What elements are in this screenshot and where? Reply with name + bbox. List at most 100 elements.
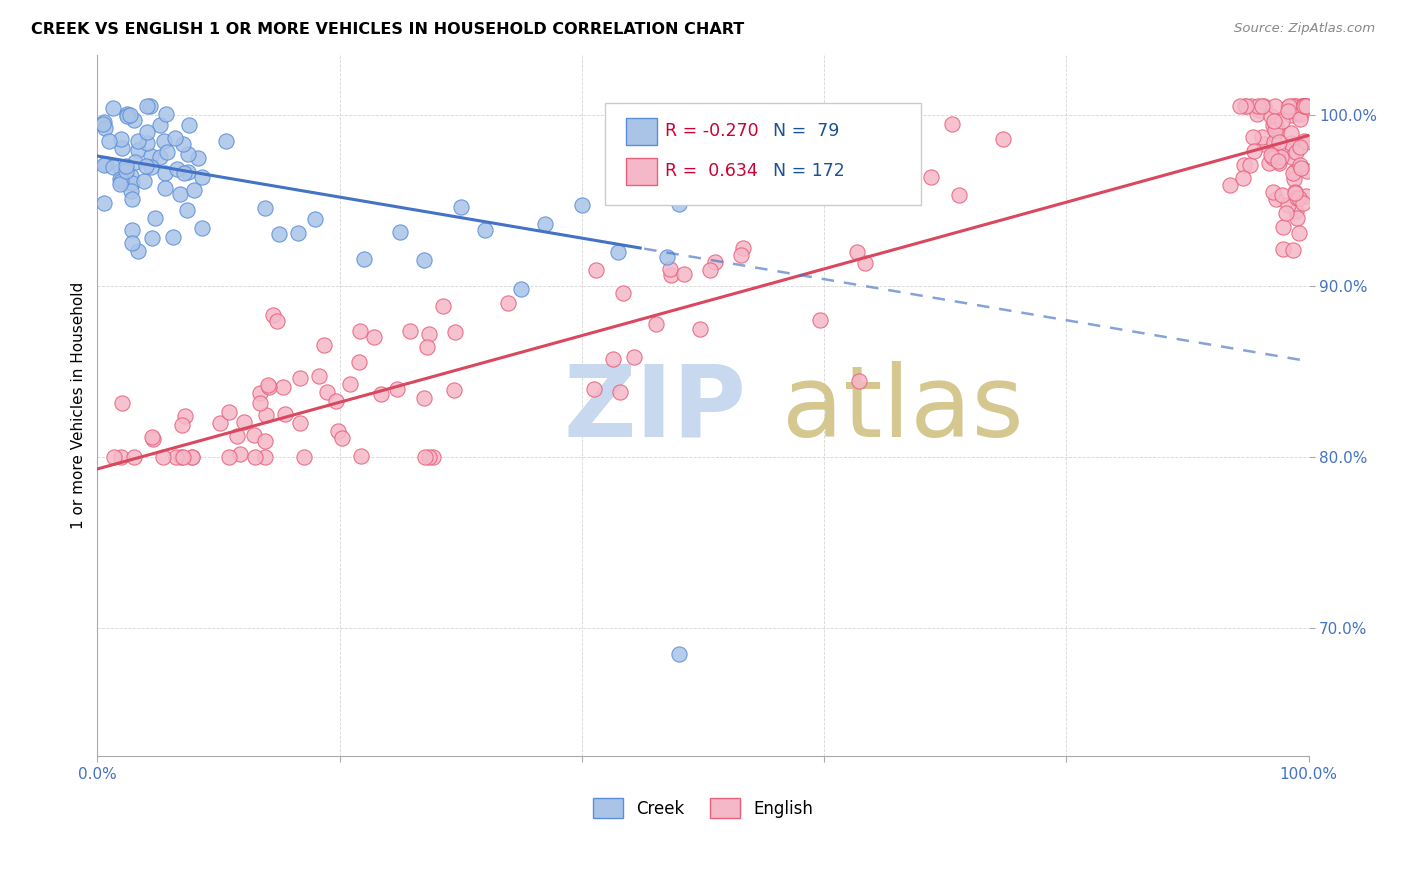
Point (1253, 137, 1275, 152)
Point (496, 295, 519, 310)
Point (110, 174, 132, 188)
Point (257, 380, 280, 394)
Point (416, 341, 439, 355)
Point (1257, 156, 1279, 170)
Point (1271, 242, 1294, 256)
Point (172, 136, 194, 151)
Point (288, 416, 311, 430)
Point (1285, 203, 1308, 218)
Point (1247, 103, 1270, 117)
Point (326, 424, 349, 438)
Point (111, 141, 134, 155)
Point (1261, 185, 1284, 199)
Point (1295, 99, 1317, 113)
Point (1267, 136, 1289, 150)
Point (1260, 109, 1282, 123)
Point (534, 217, 557, 231)
Point (1288, 107, 1310, 121)
Point (141, 430, 163, 444)
Point (121, 193, 143, 207)
Point (153, 166, 176, 180)
Point (273, 380, 295, 394)
Point (1288, 191, 1310, 205)
Point (612, 286, 634, 301)
Point (1279, 126, 1302, 140)
Text: CREEK VS ENGLISH 1 OR MORE VEHICLES IN HOUSEHOLD CORRELATION CHART: CREEK VS ENGLISH 1 OR MORE VEHICLES IN H… (31, 22, 744, 37)
Point (1239, 158, 1261, 172)
Point (1219, 178, 1241, 192)
Point (187, 151, 209, 165)
Point (152, 450, 174, 464)
Point (254, 201, 277, 215)
Point (163, 130, 186, 145)
Point (1251, 99, 1274, 113)
Point (135, 159, 157, 173)
Point (267, 227, 290, 241)
Point (1275, 206, 1298, 220)
Point (855, 182, 877, 196)
Point (689, 322, 711, 336)
Point (418, 327, 440, 342)
Point (139, 99, 162, 113)
Point (1292, 99, 1315, 113)
Point (93, 115, 115, 129)
Point (149, 150, 172, 164)
Point (254, 408, 277, 422)
Point (1295, 163, 1317, 178)
Point (1272, 219, 1295, 234)
Point (845, 244, 868, 259)
Point (127, 244, 149, 259)
Point (1279, 136, 1302, 150)
Point (894, 185, 917, 199)
Point (330, 431, 353, 445)
Point (1270, 151, 1292, 165)
Point (253, 450, 276, 464)
Point (1291, 107, 1313, 121)
Point (350, 449, 373, 463)
Point (115, 159, 138, 173)
Point (655, 250, 678, 264)
Point (162, 230, 184, 244)
Point (1279, 108, 1302, 122)
Point (172, 450, 194, 464)
Point (623, 350, 645, 364)
Point (122, 450, 145, 464)
Point (339, 376, 361, 391)
Point (443, 383, 465, 397)
Point (941, 117, 963, 131)
Point (229, 447, 252, 461)
Point (121, 177, 143, 191)
Point (191, 169, 214, 184)
Point (173, 166, 195, 180)
Point (143, 211, 166, 225)
Point (389, 225, 412, 239)
Point (853, 256, 876, 270)
Point (98, 134, 121, 148)
Point (353, 252, 375, 267)
Point (183, 183, 205, 197)
Point (136, 125, 159, 139)
Point (659, 261, 682, 276)
Y-axis label: 1 or more Vehicles in Household: 1 or more Vehicles in Household (72, 282, 86, 529)
Point (1288, 112, 1310, 126)
Point (422, 450, 444, 464)
Point (304, 212, 326, 227)
Point (94, 157, 117, 171)
Point (1281, 145, 1303, 159)
Point (1289, 161, 1312, 176)
Point (115, 109, 138, 123)
Point (1247, 99, 1270, 113)
Point (1292, 99, 1315, 113)
Point (1284, 185, 1306, 199)
Point (1277, 103, 1299, 118)
Point (127, 134, 149, 148)
Point (325, 393, 347, 408)
Point (704, 255, 727, 269)
Point (232, 415, 254, 429)
Point (1278, 99, 1301, 113)
Point (155, 107, 177, 121)
Point (1282, 243, 1305, 257)
Point (117, 107, 139, 121)
Point (510, 282, 533, 296)
Point (413, 253, 436, 268)
